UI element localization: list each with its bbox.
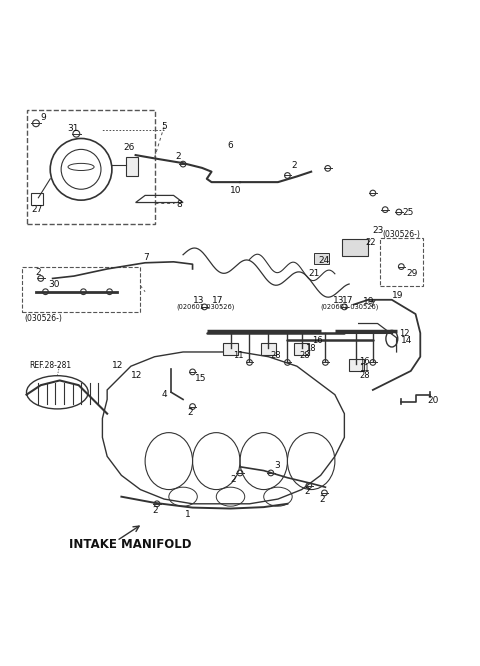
- Text: INTAKE MANIFOLD: INTAKE MANIFOLD: [69, 537, 192, 551]
- Text: 2: 2: [152, 506, 158, 515]
- Text: 11: 11: [233, 351, 243, 360]
- Text: 30: 30: [48, 280, 60, 289]
- Text: 4: 4: [162, 390, 168, 399]
- Text: (020601-030526): (020601-030526): [321, 304, 379, 310]
- Text: 5: 5: [161, 122, 167, 131]
- Text: 13: 13: [333, 296, 344, 305]
- Text: 10: 10: [229, 186, 241, 195]
- FancyBboxPatch shape: [294, 343, 309, 355]
- Text: 2: 2: [304, 488, 310, 496]
- Text: 1: 1: [185, 509, 191, 519]
- Text: 3: 3: [274, 462, 280, 470]
- Text: (030526-): (030526-): [24, 314, 62, 323]
- Text: 13: 13: [192, 296, 204, 305]
- Text: 31: 31: [67, 125, 78, 133]
- Text: 2: 2: [292, 161, 298, 170]
- Text: 17: 17: [212, 296, 223, 305]
- Text: 7: 7: [143, 252, 148, 262]
- Text: 2: 2: [35, 268, 41, 277]
- Text: (020601-030526): (020601-030526): [176, 304, 234, 310]
- FancyBboxPatch shape: [348, 358, 364, 371]
- FancyBboxPatch shape: [126, 157, 138, 176]
- Text: REF.28-281: REF.28-281: [29, 361, 71, 370]
- Text: 11: 11: [360, 364, 370, 373]
- Text: 2: 2: [320, 495, 325, 503]
- Text: 15: 15: [195, 374, 206, 382]
- Text: 22: 22: [366, 238, 376, 247]
- Text: 28: 28: [300, 351, 310, 360]
- Text: 12: 12: [112, 361, 123, 370]
- Text: 28: 28: [360, 371, 370, 380]
- Text: 8: 8: [176, 200, 182, 209]
- Text: 14: 14: [401, 336, 413, 344]
- Text: 9: 9: [41, 113, 47, 122]
- Text: 20: 20: [427, 396, 439, 405]
- Text: 25: 25: [402, 208, 414, 216]
- FancyBboxPatch shape: [223, 343, 238, 355]
- Text: 24: 24: [318, 256, 330, 265]
- Text: 23: 23: [373, 226, 384, 236]
- Text: 27: 27: [31, 205, 43, 214]
- FancyBboxPatch shape: [342, 239, 368, 256]
- Text: 6: 6: [228, 141, 233, 150]
- Text: 19: 19: [392, 290, 403, 300]
- Text: 28: 28: [271, 351, 281, 360]
- Text: 21: 21: [309, 269, 320, 278]
- Text: 19: 19: [363, 297, 375, 306]
- Text: 16: 16: [360, 357, 370, 366]
- Text: 2: 2: [230, 475, 236, 484]
- Text: 12: 12: [131, 371, 142, 380]
- Text: 29: 29: [406, 269, 418, 278]
- Text: 2: 2: [188, 408, 193, 417]
- Text: 12: 12: [399, 328, 409, 338]
- FancyBboxPatch shape: [314, 253, 329, 264]
- Text: 17: 17: [342, 296, 353, 305]
- Text: 2: 2: [176, 152, 181, 161]
- Text: 26: 26: [124, 143, 135, 153]
- Text: (030526-): (030526-): [383, 230, 420, 239]
- Text: 16: 16: [312, 336, 323, 345]
- Text: 18: 18: [305, 344, 316, 353]
- FancyBboxPatch shape: [261, 343, 276, 355]
